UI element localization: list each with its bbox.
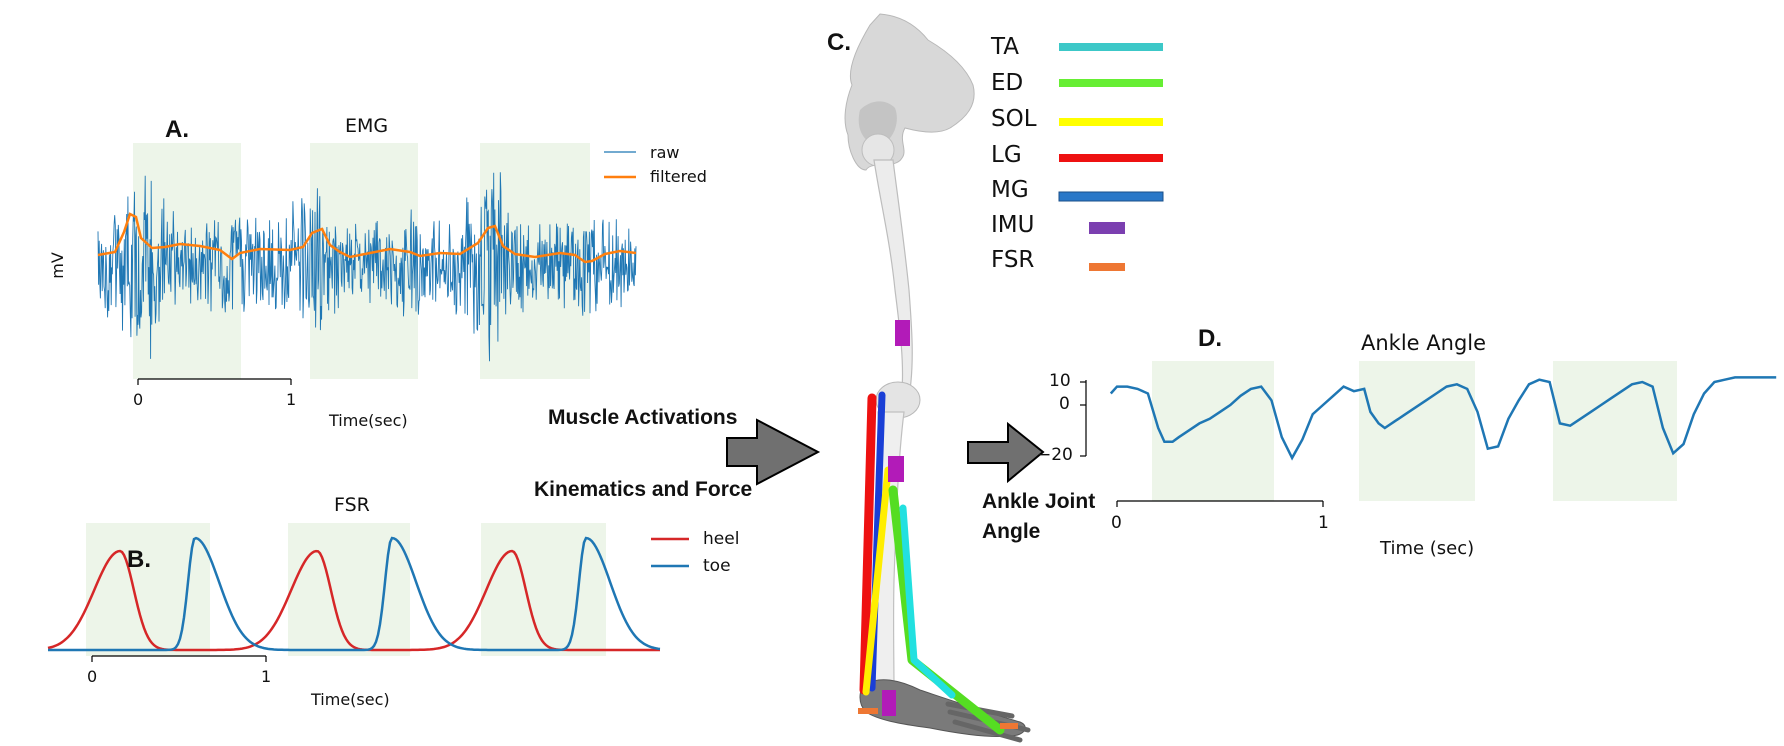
imu-foot bbox=[882, 690, 896, 716]
panel-c-letter: C. bbox=[827, 29, 851, 56]
fsr-x-tick-label-0: 0 bbox=[87, 667, 98, 686]
fsr-x-label: Time(sec) bbox=[311, 690, 390, 709]
ankle-joint-label-line1: Ankle Joint bbox=[982, 490, 1096, 513]
legend-label-mg: MG bbox=[991, 177, 1029, 203]
leg-skeleton-model bbox=[844, 13, 1031, 743]
emg-legend-raw: raw bbox=[650, 143, 680, 162]
pelvis-shadow bbox=[858, 101, 897, 145]
fsr-plot bbox=[47, 523, 689, 662]
legend-swatch-mg bbox=[1058, 191, 1164, 202]
fsr-legend-toe: toe bbox=[703, 556, 731, 576]
emg-plot bbox=[97, 143, 637, 385]
fsr-toe-series bbox=[48, 536, 661, 652]
ankle-y-tick-label-10: 10 bbox=[1049, 371, 1071, 391]
fsr-toe-sensor bbox=[1000, 723, 1018, 729]
panel-a-letter: A. bbox=[165, 116, 189, 143]
femur-bone bbox=[873, 159, 913, 391]
muscle-ta bbox=[899, 504, 956, 699]
legend-swatch-lg bbox=[1059, 154, 1163, 162]
emg-x-tick-label-1: 1 bbox=[286, 390, 297, 409]
ankle-x-tick-label-1: 1 bbox=[1318, 513, 1329, 533]
muscle-activations-label: Muscle Activations bbox=[548, 406, 738, 429]
emg-x-tick-label-0: 0 bbox=[133, 390, 144, 409]
muscle-legend bbox=[1058, 43, 1164, 271]
legend-label-ta: TA bbox=[991, 34, 1019, 60]
legend-label-sol: SOL bbox=[991, 106, 1037, 132]
ankle-title: Ankle Angle bbox=[1361, 331, 1487, 355]
ankle-joint-label-line2: Angle bbox=[982, 520, 1041, 543]
emg-y-label: mV bbox=[47, 252, 67, 279]
ankle-angle-series bbox=[1109, 376, 1777, 461]
legend-label-fsr: FSR bbox=[991, 247, 1035, 273]
muscle-lg bbox=[859, 393, 877, 695]
emg-filtered-series bbox=[97, 212, 637, 264]
legend-label-imu: IMU bbox=[991, 212, 1035, 238]
flow-arrow-1 bbox=[726, 418, 821, 486]
fsr-stance-shade-3 bbox=[481, 523, 606, 656]
flow-arrow-2 bbox=[967, 421, 1045, 484]
legend-swatch-fsr bbox=[1089, 263, 1125, 271]
ankle-stance-shade-3 bbox=[1553, 361, 1677, 501]
emg-x-label: Time(sec) bbox=[329, 411, 408, 430]
fsr-title: FSR bbox=[334, 494, 370, 516]
ankle-x-label: Time (sec) bbox=[1380, 538, 1475, 559]
fsr-heel-sensor bbox=[858, 708, 878, 714]
ankle-angle-plot bbox=[1080, 361, 1777, 507]
ankle-y-tick-label-0: 0 bbox=[1059, 394, 1070, 414]
panel-b-letter: B. bbox=[127, 546, 151, 573]
imu-shank bbox=[888, 456, 904, 482]
fsr-stance-shade-1 bbox=[86, 523, 210, 656]
legend-swatch-imu bbox=[1089, 222, 1125, 234]
ankle-stance-shade-1 bbox=[1152, 361, 1274, 501]
legend-label-lg: LG bbox=[991, 142, 1022, 168]
ankle-y-tick-label-neg20: −20 bbox=[1037, 445, 1073, 465]
panel-d-letter: D. bbox=[1198, 325, 1222, 352]
legend-swatch-sol bbox=[1059, 118, 1163, 126]
fsr-x-tick-label-1: 1 bbox=[261, 667, 272, 686]
fsr-stance-shade-2 bbox=[288, 523, 410, 656]
ankle-stance-shade-2 bbox=[1359, 361, 1475, 501]
ankle-x-tick-label-0: 0 bbox=[1111, 513, 1122, 533]
emg-legend-filtered: filtered bbox=[650, 167, 707, 186]
imu-thigh bbox=[895, 320, 910, 346]
emg-title: EMG bbox=[345, 115, 389, 137]
legend-label-ed: ED bbox=[991, 70, 1024, 96]
legend-swatch-ta bbox=[1059, 43, 1163, 51]
muscle-sol bbox=[862, 466, 892, 696]
legend-swatch-ed bbox=[1059, 79, 1163, 87]
fsr-legend-heel: heel bbox=[703, 529, 740, 549]
kinematics-force-label: Kinematics and Force bbox=[534, 478, 753, 501]
